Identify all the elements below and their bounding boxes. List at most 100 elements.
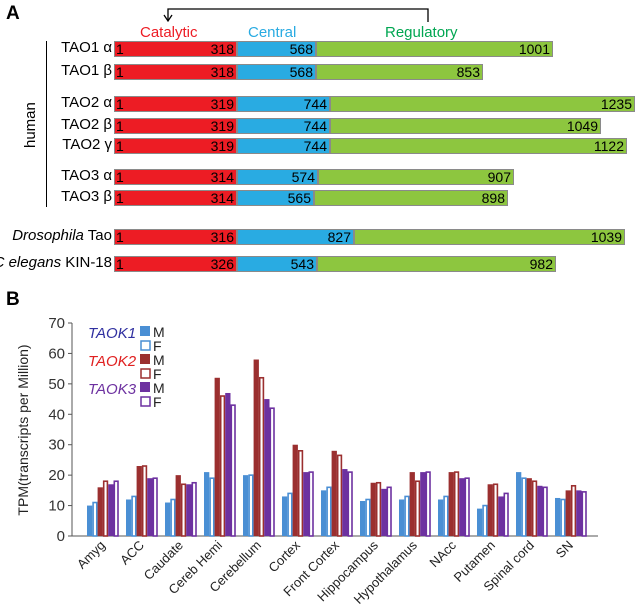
protein-end-residue: 853 bbox=[456, 64, 480, 80]
protein-end-residue: 1039 bbox=[590, 229, 622, 245]
legend-male-label: M bbox=[153, 352, 165, 368]
bar-taok1-f bbox=[131, 495, 137, 537]
legend-female-swatch bbox=[140, 340, 151, 351]
bar-taok3-f bbox=[503, 492, 509, 537]
species-name: Drosophila bbox=[12, 227, 84, 244]
central-domain: 744 bbox=[237, 118, 330, 134]
y-tick-label: 30 bbox=[48, 437, 65, 454]
central-domain: 568 bbox=[237, 41, 316, 57]
bar-taok2-m bbox=[448, 472, 454, 536]
y-tick-label: 70 bbox=[48, 315, 65, 332]
catalytic-end-residue: 314 bbox=[210, 169, 234, 185]
bar-taok3-f bbox=[113, 480, 119, 537]
catalytic-end-residue: 318 bbox=[210, 64, 234, 80]
catalytic-end-residue: 316 bbox=[210, 229, 234, 245]
protein-end-residue: 907 bbox=[487, 169, 511, 185]
bar-chart: 0 10 20 30 40 50 60 70 TPM(transcripts per Milli… bbox=[15, 315, 598, 605]
protein-label: TAO3 β bbox=[61, 188, 112, 205]
regulatory-domain: 1001 bbox=[316, 41, 553, 57]
bar-taok1-m bbox=[516, 472, 522, 536]
central-domain: 565 bbox=[237, 190, 314, 206]
legend-male-swatch bbox=[140, 326, 150, 336]
bar-taok3-m bbox=[264, 399, 270, 536]
bar-taok3-f bbox=[581, 491, 587, 537]
central-end-residue: 827 bbox=[327, 229, 351, 245]
catalytic-end-residue: 314 bbox=[210, 190, 234, 206]
catalytic-end-residue: 319 bbox=[210, 96, 234, 112]
protein-label: TAO2 α bbox=[61, 94, 112, 111]
protein-row: Drosophila Tao 1 316 827 1039 bbox=[0, 227, 638, 245]
regulatory-domain-label: Regulatory bbox=[385, 24, 458, 41]
x-tick-label: Cortex bbox=[265, 537, 303, 575]
bar-taok1-f bbox=[92, 501, 98, 537]
start-residue: 1 bbox=[116, 190, 124, 206]
protein-name: TAO3 α bbox=[61, 167, 112, 184]
protein-row: TAO3 α 1 314 574 907 bbox=[0, 167, 638, 185]
bar-taok3-f bbox=[191, 481, 197, 537]
legend-gene-label: TAOK2 bbox=[88, 353, 137, 370]
bar-taok1-m bbox=[243, 475, 249, 536]
protein-end-residue: 1122 bbox=[593, 138, 624, 154]
legend-female-swatch bbox=[140, 396, 151, 407]
x-tick-label: ACC bbox=[117, 538, 147, 568]
bar-taok2-f bbox=[141, 465, 148, 537]
bar-taok2-m bbox=[565, 490, 571, 536]
catalytic-domain-label: Catalytic bbox=[140, 24, 198, 41]
bar-taok1-f bbox=[560, 498, 566, 537]
legend-male-swatch bbox=[140, 382, 150, 392]
bar-taok2-f bbox=[414, 480, 421, 537]
protein-name: C elegans KIN-18 bbox=[0, 254, 112, 271]
central-end-residue: 744 bbox=[303, 118, 327, 134]
bar-taok3-f bbox=[230, 404, 236, 537]
protein-row: TAO2 γ 1 319 744 1122 bbox=[0, 136, 638, 154]
legend-gene-label: TAOK3 bbox=[88, 381, 137, 398]
protein-row: TAO2 β 1 319 744 1049 bbox=[0, 116, 638, 134]
protein-row: TAO1 β 1 318 568 853 bbox=[0, 62, 638, 80]
bar-taok3-m bbox=[459, 478, 465, 536]
protein-row: C elegans KIN-18 1 326 543 982 bbox=[0, 254, 638, 272]
central-end-residue: 568 bbox=[289, 41, 313, 57]
bar-taok3-m bbox=[303, 472, 309, 536]
protein-end-residue: 982 bbox=[529, 256, 553, 272]
panel-a-label: A bbox=[6, 3, 20, 24]
bar-taok2-m bbox=[526, 478, 532, 536]
bar-taok1-m bbox=[165, 502, 171, 536]
protein-end-residue: 1049 bbox=[566, 118, 598, 134]
start-residue: 1 bbox=[116, 138, 124, 154]
bar-taok2-f bbox=[297, 450, 304, 537]
protein-label: Tao bbox=[83, 227, 112, 244]
bar-taok1-m bbox=[126, 499, 132, 536]
protein-label: TAO1 β bbox=[61, 62, 112, 79]
species-name: C elegans bbox=[0, 254, 62, 271]
catalytic-domain: 1 319 bbox=[114, 118, 237, 134]
x-tick-label: NAcc bbox=[426, 537, 459, 570]
bar-taok1-m bbox=[87, 505, 93, 536]
x-tick-label: SN bbox=[553, 538, 576, 561]
bar-taok2-f bbox=[219, 395, 226, 537]
bar-taok3-f bbox=[308, 471, 314, 537]
legend-male-label: M bbox=[153, 324, 165, 340]
bar-taok3-m bbox=[108, 484, 114, 536]
catalytic-domain: 1 314 bbox=[114, 169, 237, 185]
bar-taok2-m bbox=[97, 487, 103, 536]
central-domain: 568 bbox=[237, 64, 316, 80]
catalytic-end-residue: 326 bbox=[210, 256, 234, 272]
central-domain: 744 bbox=[237, 138, 330, 154]
bar-taok1-f bbox=[326, 486, 332, 537]
regulatory-domain: 907 bbox=[318, 169, 514, 185]
regulatory-domain: 1122 bbox=[330, 138, 627, 154]
protein-label: TAO1 α bbox=[61, 39, 112, 56]
bar-taok2-f bbox=[492, 483, 499, 537]
legend-female-label: F bbox=[153, 394, 162, 410]
start-residue: 1 bbox=[116, 229, 124, 245]
central-end-residue: 565 bbox=[287, 190, 311, 206]
protein-end-residue: 1235 bbox=[600, 96, 632, 112]
protein-row: TAO3 β 1 314 565 898 bbox=[0, 188, 638, 206]
central-domain: 543 bbox=[237, 256, 317, 272]
central-end-residue: 568 bbox=[289, 64, 313, 80]
protein-name: TAO2 β bbox=[61, 116, 112, 133]
bar-taok1-m bbox=[438, 499, 444, 536]
bar-taok3-m bbox=[381, 488, 387, 536]
catalytic-end-residue: 318 bbox=[210, 41, 234, 57]
